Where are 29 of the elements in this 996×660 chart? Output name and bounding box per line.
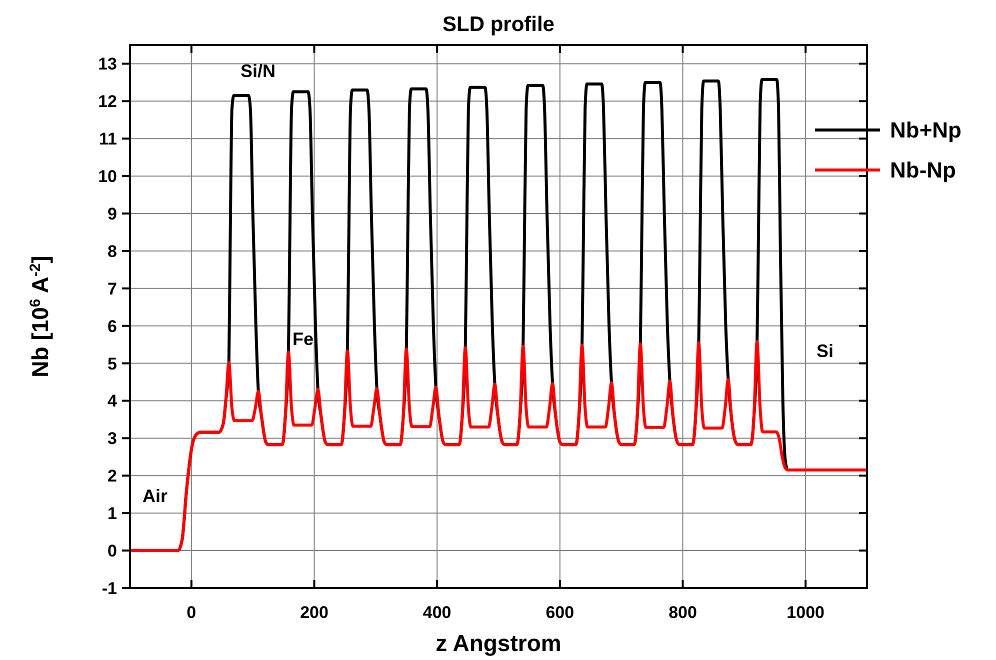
- x-tick-label: 800: [668, 603, 697, 622]
- y-tick-label: 7: [108, 279, 117, 298]
- y-tick-label: 10: [98, 167, 117, 186]
- y-tick-label: 4: [108, 392, 118, 411]
- y-tick-label: 12: [98, 92, 117, 112]
- legend-label: Nb-Np: [890, 158, 956, 183]
- annotation: Si: [816, 341, 834, 361]
- annotation: Fe: [292, 329, 314, 349]
- x-tick-label: 600: [546, 603, 574, 622]
- y-tick-label: 0: [108, 542, 117, 560]
- annotation: Air: [142, 486, 168, 506]
- y-tick-label: 11: [99, 130, 117, 149]
- x-tick-label: 1000: [786, 603, 824, 622]
- y-tick-label: 5: [108, 354, 117, 374]
- annotation: Si/N: [240, 61, 276, 81]
- y-tick-label: 8: [108, 242, 117, 261]
- x-tick-label: 0: [186, 603, 196, 622]
- y-tick-label: 2: [108, 466, 117, 486]
- legend-label: Nb+Np: [890, 118, 962, 143]
- chart-title: SLD profile: [442, 13, 555, 36]
- x-axis-title: z Angstrom: [436, 630, 562, 656]
- x-tick-label: 200: [300, 603, 328, 622]
- y-tick-label: 1: [108, 504, 117, 524]
- x-tick-label: 400: [422, 603, 452, 622]
- y-tick-label: 6: [108, 316, 117, 336]
- y-tick-label: 3: [108, 429, 117, 448]
- y-tick-label: -1: [102, 578, 117, 598]
- y-tick-label: 9: [108, 204, 117, 224]
- y-tick-label: 13: [98, 54, 117, 74]
